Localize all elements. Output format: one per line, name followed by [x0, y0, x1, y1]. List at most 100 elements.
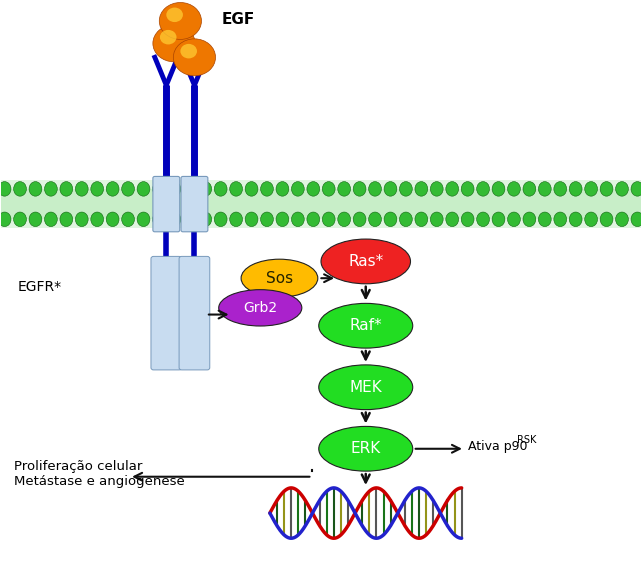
Circle shape — [160, 30, 177, 44]
Ellipse shape — [291, 182, 304, 196]
Text: Ras*: Ras* — [348, 254, 383, 269]
Ellipse shape — [554, 212, 567, 226]
Ellipse shape — [569, 212, 582, 226]
Ellipse shape — [245, 182, 258, 196]
Ellipse shape — [44, 182, 57, 196]
Ellipse shape — [122, 212, 134, 226]
Ellipse shape — [106, 182, 119, 196]
Text: EGF: EGF — [222, 12, 255, 28]
Ellipse shape — [153, 182, 166, 196]
Ellipse shape — [230, 182, 243, 196]
Ellipse shape — [353, 182, 366, 196]
Ellipse shape — [508, 212, 520, 226]
Ellipse shape — [492, 182, 505, 196]
Ellipse shape — [291, 212, 304, 226]
Ellipse shape — [384, 212, 397, 226]
Ellipse shape — [415, 182, 428, 196]
FancyBboxPatch shape — [179, 256, 210, 370]
Ellipse shape — [0, 182, 11, 196]
Ellipse shape — [168, 212, 181, 226]
Ellipse shape — [261, 212, 273, 226]
Ellipse shape — [106, 212, 119, 226]
Bar — [1, 189, 641, 219]
Ellipse shape — [523, 182, 536, 196]
Ellipse shape — [399, 212, 412, 226]
Ellipse shape — [230, 212, 243, 226]
Ellipse shape — [585, 212, 598, 226]
Ellipse shape — [369, 182, 381, 196]
Text: EGFR*: EGFR* — [18, 279, 62, 293]
FancyBboxPatch shape — [181, 176, 208, 232]
Ellipse shape — [13, 182, 26, 196]
Circle shape — [166, 7, 183, 22]
Ellipse shape — [153, 212, 166, 226]
Text: Raf*: Raf* — [349, 318, 382, 333]
Ellipse shape — [631, 212, 642, 226]
Ellipse shape — [184, 212, 196, 226]
Ellipse shape — [60, 182, 73, 196]
Ellipse shape — [353, 212, 366, 226]
Ellipse shape — [399, 182, 412, 196]
Text: Grb2: Grb2 — [243, 301, 277, 315]
Ellipse shape — [0, 212, 11, 226]
Ellipse shape — [523, 212, 536, 226]
Ellipse shape — [369, 212, 381, 226]
Ellipse shape — [322, 182, 335, 196]
Text: ERK: ERK — [351, 441, 381, 456]
Ellipse shape — [492, 212, 505, 226]
Text: MEK: MEK — [349, 380, 382, 395]
Ellipse shape — [307, 212, 320, 226]
Ellipse shape — [199, 212, 212, 226]
Ellipse shape — [184, 182, 196, 196]
Ellipse shape — [321, 239, 410, 284]
Ellipse shape — [600, 182, 613, 196]
Ellipse shape — [322, 212, 335, 226]
Ellipse shape — [539, 212, 551, 226]
Ellipse shape — [338, 182, 351, 196]
Text: Sos: Sos — [266, 271, 293, 285]
Bar — [1, 180, 641, 228]
Ellipse shape — [75, 212, 88, 226]
Ellipse shape — [569, 182, 582, 196]
Ellipse shape — [137, 182, 150, 196]
Ellipse shape — [29, 182, 42, 196]
Ellipse shape — [338, 212, 351, 226]
Ellipse shape — [60, 212, 73, 226]
Ellipse shape — [276, 182, 289, 196]
Circle shape — [159, 2, 202, 39]
Ellipse shape — [508, 182, 520, 196]
Ellipse shape — [261, 182, 273, 196]
Ellipse shape — [585, 182, 598, 196]
Ellipse shape — [91, 212, 103, 226]
Ellipse shape — [430, 182, 443, 196]
Ellipse shape — [245, 212, 258, 226]
Ellipse shape — [616, 212, 629, 226]
Circle shape — [180, 44, 197, 58]
Ellipse shape — [539, 182, 551, 196]
Ellipse shape — [430, 212, 443, 226]
Ellipse shape — [631, 182, 642, 196]
Ellipse shape — [384, 182, 397, 196]
Ellipse shape — [446, 212, 458, 226]
Ellipse shape — [214, 212, 227, 226]
Ellipse shape — [137, 212, 150, 226]
Text: Proliferação celular
Metástase e angiogenese: Proliferação celular Metástase e angioge… — [14, 460, 185, 488]
Circle shape — [153, 25, 195, 62]
Ellipse shape — [219, 289, 302, 326]
Ellipse shape — [461, 212, 474, 226]
Circle shape — [173, 39, 216, 76]
Ellipse shape — [600, 212, 613, 226]
Ellipse shape — [44, 212, 57, 226]
FancyBboxPatch shape — [153, 176, 180, 232]
Ellipse shape — [214, 182, 227, 196]
Ellipse shape — [476, 182, 489, 196]
Ellipse shape — [319, 427, 413, 471]
Ellipse shape — [319, 365, 413, 410]
FancyBboxPatch shape — [151, 256, 182, 370]
Ellipse shape — [199, 182, 212, 196]
Ellipse shape — [13, 212, 26, 226]
Ellipse shape — [91, 182, 103, 196]
Ellipse shape — [75, 182, 88, 196]
Ellipse shape — [241, 259, 318, 297]
Ellipse shape — [461, 182, 474, 196]
